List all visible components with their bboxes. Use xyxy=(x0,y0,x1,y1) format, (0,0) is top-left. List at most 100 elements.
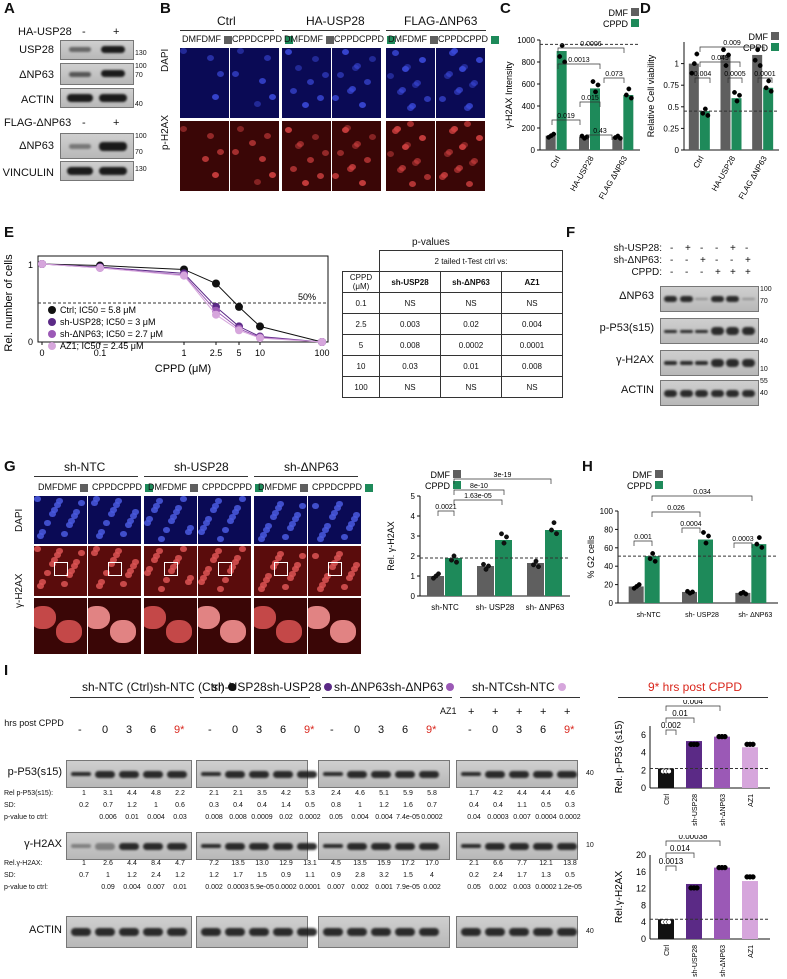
nucleus xyxy=(61,581,68,588)
i-quant-value: 0.003 xyxy=(513,884,531,891)
significance-bracket xyxy=(757,77,773,83)
mw-i: 40 xyxy=(586,928,594,935)
y-tick-label: 600 xyxy=(522,80,536,89)
i-quant-value: 0.2 xyxy=(469,872,479,879)
i-quant-value: 3.1 xyxy=(103,790,113,797)
nucleus xyxy=(312,503,319,510)
f-blot-1 xyxy=(660,318,759,344)
x-tick-label: sh-ΔNP63 xyxy=(720,794,727,826)
bar xyxy=(698,539,713,603)
x-tick-label: AZ1 xyxy=(748,945,755,958)
mw-a-40: 40 xyxy=(135,101,143,108)
nucleus xyxy=(49,511,56,518)
zoom-box xyxy=(274,562,288,576)
data-point xyxy=(750,741,756,747)
i-quant-value: 1.6 xyxy=(403,802,413,809)
nucleus xyxy=(215,498,222,505)
y-tick-label: 0 xyxy=(28,337,33,347)
f-sign: - xyxy=(745,243,749,254)
chart-i-h2ax: 0 4 8 12 16 20 Rel.γ-H2AX Ctrl sh-USP28 sh-ΔNP63 A… xyxy=(614,835,770,977)
e-pvalue-table: 2 tailed t-Test ctrl vs: CPPD (μM) sh-USP… xyxy=(342,250,563,398)
i-group-line xyxy=(460,697,580,698)
i-group-label: sh-ΔNP63sh-ΔNP63 xyxy=(334,680,455,694)
nucleus xyxy=(239,546,246,553)
y-tick-label: 60 xyxy=(604,544,613,553)
nucleus xyxy=(156,548,163,555)
blot-band xyxy=(225,770,245,778)
dapi-tile xyxy=(88,496,141,544)
i-quant-value: 0.3 xyxy=(209,802,219,809)
legend-swatch xyxy=(631,8,639,16)
i-quant-value: 4.6 xyxy=(355,790,365,797)
legend-swatch xyxy=(771,32,779,40)
group-marker xyxy=(324,683,333,691)
data-point xyxy=(666,919,672,925)
data-point xyxy=(756,535,762,540)
nucleus xyxy=(44,520,51,527)
flag-dnp63-label: FLAG-ΔNP63 xyxy=(4,117,72,129)
significance-bracket xyxy=(651,495,753,501)
i-quant-value: 12.9 xyxy=(279,860,293,867)
x-tick-label: AZ1 xyxy=(748,794,755,807)
blot-band xyxy=(726,359,739,367)
table-cell: 0.0002 xyxy=(440,334,502,356)
nucleus xyxy=(91,550,98,557)
dapi-tile xyxy=(308,496,361,544)
i-blot xyxy=(196,760,317,788)
nucleus xyxy=(170,514,177,521)
bar xyxy=(527,563,544,596)
i-quant-value: 4.4 xyxy=(541,790,551,797)
i-hrs: 3 xyxy=(516,724,523,736)
i-quant-value: 1.5 xyxy=(257,872,267,879)
g-row-dapi: DAPI xyxy=(14,508,25,532)
blot-band xyxy=(297,770,317,778)
y-tick-label: 12 xyxy=(636,884,646,894)
nucleus xyxy=(409,181,416,187)
data-point xyxy=(451,553,457,559)
g-group-label: sh-USP28 xyxy=(174,460,229,474)
zoom-tile xyxy=(198,598,251,654)
g-sub-label: CPPDCPPD xyxy=(312,482,374,492)
nucleus xyxy=(277,551,284,558)
blot-band xyxy=(201,928,221,936)
data-point xyxy=(636,582,642,588)
nucleus xyxy=(307,157,314,163)
p-value-label: 0.0006 xyxy=(580,41,602,48)
f-sign: - xyxy=(715,243,719,254)
nucleus xyxy=(292,566,299,573)
data-point xyxy=(701,530,706,535)
blot-band xyxy=(143,928,163,936)
i-quant-value: 4.8 xyxy=(151,790,161,797)
nucleus xyxy=(263,527,270,534)
data-point xyxy=(766,78,772,84)
data-point xyxy=(454,559,459,565)
nucleus xyxy=(110,557,117,564)
dmf-swatch xyxy=(224,35,232,44)
mw-f: 100 xyxy=(760,286,772,293)
nucleus xyxy=(34,606,56,630)
y-tick-label: 6 xyxy=(641,730,646,740)
nucleus xyxy=(232,509,239,516)
nucleus xyxy=(158,536,165,543)
nucleus xyxy=(466,103,473,109)
blot-band xyxy=(273,928,293,936)
blot-band xyxy=(95,842,115,850)
significance-bracket xyxy=(651,511,701,517)
blot-band xyxy=(726,327,739,335)
nucleus xyxy=(302,102,309,108)
nucleus xyxy=(334,505,341,512)
nucleus xyxy=(319,532,326,539)
nucleus xyxy=(200,525,207,532)
blot-band xyxy=(273,770,293,778)
nucleus xyxy=(464,121,471,127)
significance-bracket xyxy=(453,499,503,505)
i-quant-value: 5.8 xyxy=(427,790,437,797)
panel-h-letter: H xyxy=(582,458,593,475)
data-point xyxy=(726,52,731,58)
i-quant-value: 0.0002 xyxy=(421,814,443,821)
i-hrs: - xyxy=(468,724,472,736)
i-hrs: - xyxy=(208,724,212,736)
blot-band xyxy=(419,842,439,850)
p-value-label: 0.026 xyxy=(667,505,685,512)
nucleus xyxy=(451,48,458,54)
